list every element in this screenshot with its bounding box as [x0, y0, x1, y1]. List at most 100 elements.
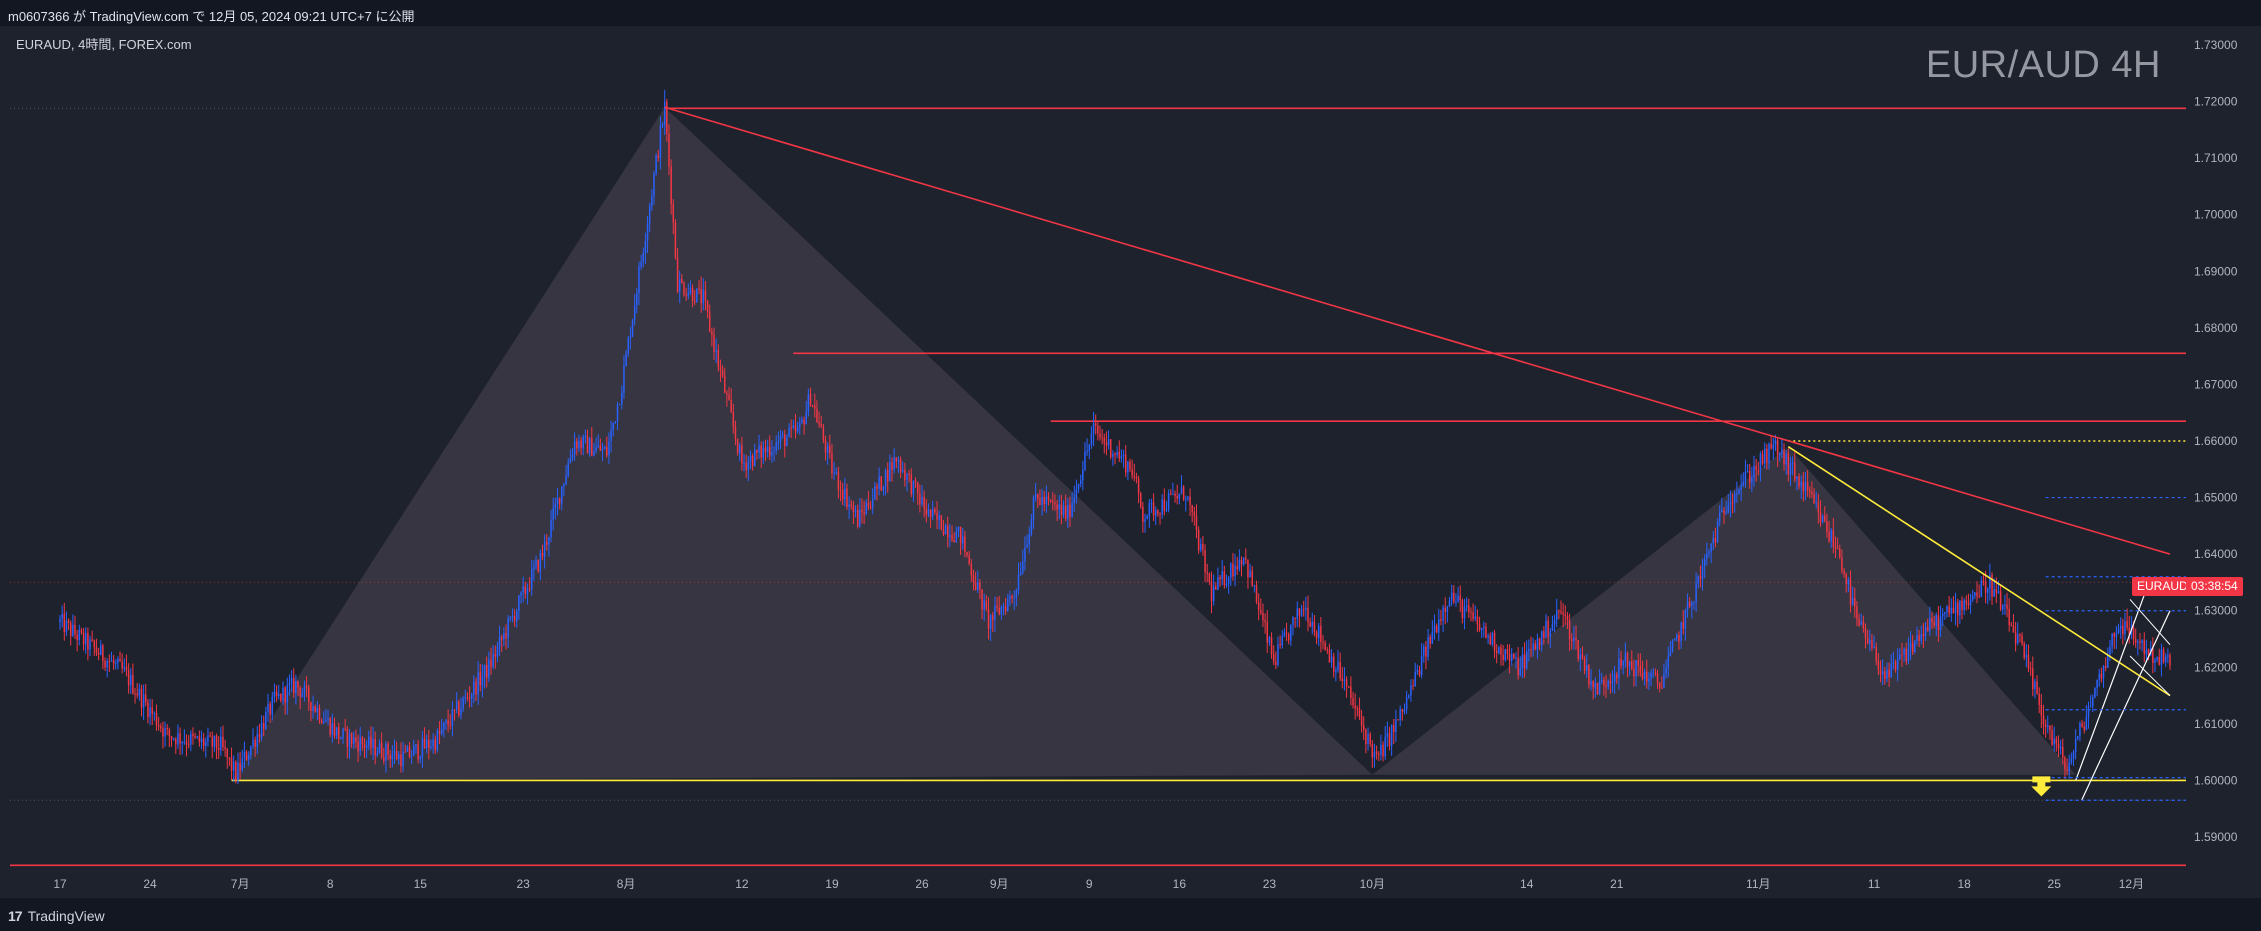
- candle: [385, 741, 387, 773]
- candle: [1609, 673, 1612, 694]
- candle-body: [985, 600, 988, 609]
- candle-body: [1431, 631, 1434, 644]
- candle-body: [443, 722, 445, 730]
- candle: [1354, 693, 1356, 720]
- candle: [209, 731, 211, 738]
- candle-body: [1438, 619, 1440, 633]
- candle-body: [1178, 493, 1181, 499]
- candle-body: [929, 509, 932, 517]
- candle: [172, 737, 175, 741]
- candle-body: [230, 757, 233, 771]
- candle-body: [333, 723, 336, 736]
- candle: [155, 704, 158, 731]
- candle-body: [269, 703, 271, 715]
- candle: [2167, 648, 2169, 664]
- candle-body: [1648, 678, 1650, 682]
- candle-body: [380, 742, 383, 758]
- trend-line-1[interactable]: [664, 106, 2171, 555]
- candle: [749, 450, 752, 470]
- candle: [507, 615, 509, 649]
- candle-body: [1101, 437, 1103, 439]
- candle: [157, 716, 160, 731]
- candle: [2092, 694, 2094, 713]
- candle-body: [949, 535, 951, 538]
- price-axis[interactable]: [2186, 26, 2261, 898]
- candle-body: [625, 353, 627, 366]
- candle-body: [1410, 685, 1412, 696]
- candle-body: [1774, 440, 1777, 445]
- candle-body: [1260, 610, 1262, 613]
- candle: [449, 714, 452, 730]
- candle: [1197, 526, 1200, 554]
- candle-body: [1388, 733, 1391, 747]
- candle-body: [867, 502, 870, 508]
- candle: [1290, 624, 1292, 646]
- candle: [1967, 593, 1970, 610]
- candle: [799, 416, 801, 435]
- candle: [1468, 598, 1470, 618]
- candle: [1869, 629, 1871, 652]
- candle-body: [74, 624, 76, 635]
- candle: [841, 482, 844, 506]
- candle-body: [1326, 649, 1329, 651]
- candle: [1911, 635, 1914, 656]
- candle: [470, 692, 473, 707]
- channel-line-lower[interactable]: [2081, 610, 2171, 801]
- candle-body: [1502, 654, 1504, 661]
- time-axis[interactable]: [0, 870, 2186, 898]
- candle-body: [537, 560, 539, 572]
- candle-body: [1172, 493, 1174, 495]
- candle: [74, 615, 76, 640]
- candle: [848, 496, 850, 520]
- candle: [119, 651, 121, 662]
- candle: [475, 677, 477, 701]
- candle: [784, 429, 786, 458]
- candle: [1991, 572, 1993, 605]
- trend-line-2[interactable]: [1787, 445, 2171, 697]
- candle: [633, 294, 636, 326]
- candle: [89, 635, 91, 657]
- candle-body: [1420, 655, 1423, 676]
- candle: [1204, 544, 1206, 583]
- candle: [985, 595, 988, 612]
- flag-line-lower[interactable]: [2129, 655, 2171, 696]
- candle-body: [666, 101, 668, 134]
- candle: [1365, 728, 1367, 754]
- flag-line-upper[interactable]: [2129, 599, 2171, 645]
- candle: [1680, 621, 1682, 649]
- candle-body: [723, 375, 726, 393]
- candle: [822, 424, 825, 444]
- candle-body: [290, 678, 293, 684]
- candle-body: [1813, 493, 1815, 504]
- down-arrow-icon[interactable]: [2031, 776, 2052, 797]
- candle-body: [717, 350, 720, 367]
- candle: [1871, 633, 1873, 652]
- candle-body: [1262, 612, 1264, 621]
- channel-line-upper[interactable]: [2075, 579, 2151, 781]
- candle: [1847, 576, 1850, 593]
- candle-body: [1914, 640, 1916, 653]
- candle-body: [1658, 682, 1661, 688]
- candle-body: [891, 462, 893, 470]
- price-chart[interactable]: 1.730001.720001.710001.700001.690001.680…: [0, 26, 2261, 898]
- tradingview-logo[interactable]: 17 TradingView: [8, 908, 105, 924]
- candle: [1322, 635, 1324, 650]
- candle-body: [1952, 607, 1955, 613]
- candle-body: [533, 566, 535, 570]
- candle: [1210, 571, 1213, 614]
- candle-body: [773, 450, 775, 452]
- candle-body: [1684, 609, 1687, 629]
- candle: [314, 704, 316, 713]
- candle-body: [1399, 709, 1401, 721]
- candle-body: [325, 720, 327, 722]
- candle: [548, 536, 550, 557]
- candle: [1388, 726, 1391, 751]
- candle: [1154, 506, 1157, 525]
- candle-body: [713, 334, 715, 353]
- candle: [2032, 656, 2034, 697]
- candle: [327, 709, 329, 726]
- candle-body: [2012, 626, 2015, 633]
- candle-body: [2027, 654, 2030, 669]
- candle-body: [1993, 589, 1995, 597]
- candle-body: [1688, 601, 1691, 607]
